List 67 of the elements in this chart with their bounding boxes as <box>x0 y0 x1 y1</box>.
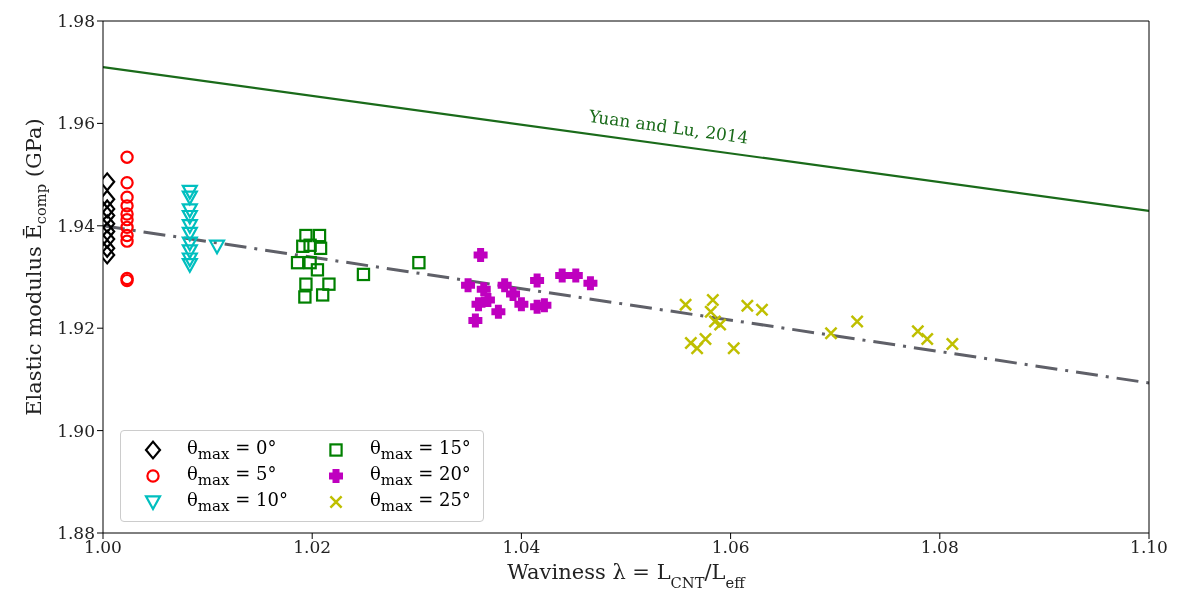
legend-label: θ$_{max}$ = 15° <box>369 437 471 463</box>
point <box>299 277 313 291</box>
point <box>303 255 317 270</box>
point <box>120 199 134 213</box>
point <box>299 228 313 243</box>
point <box>181 236 198 252</box>
point <box>698 332 713 346</box>
y-tick-label: 1.94 <box>57 215 95 236</box>
point <box>412 255 426 270</box>
x-axis-title: Waviness λ = L$_{CNT}$/L$_{eff}$ <box>507 560 747 591</box>
point <box>824 326 838 341</box>
text: Yuan and Lu, 2014 <box>586 105 750 148</box>
point <box>298 290 312 304</box>
point <box>290 255 305 270</box>
y-tick-label: 1.98 <box>57 11 95 32</box>
point <box>910 324 925 339</box>
point <box>705 293 720 307</box>
point <box>120 190 134 204</box>
point <box>945 337 960 351</box>
point <box>120 176 134 190</box>
point <box>181 190 198 206</box>
y-tick-label: 1.92 <box>57 318 95 339</box>
point <box>322 277 336 291</box>
point <box>312 228 327 243</box>
point <box>356 267 371 282</box>
point <box>120 150 134 164</box>
x-tick-label: 1.06 <box>711 537 750 558</box>
legend-label: θ$_{max}$ = 25° <box>369 489 471 515</box>
point <box>713 317 727 332</box>
legend-label: θ$_{max}$ = 20° <box>369 463 471 489</box>
legend-label: θ$_{max}$ = 10° <box>187 489 288 515</box>
point <box>120 228 134 243</box>
point <box>181 219 198 234</box>
x-tick-label: 1.02 <box>293 537 332 558</box>
point <box>690 341 704 356</box>
point <box>920 332 935 346</box>
point <box>208 239 226 255</box>
point <box>181 226 198 242</box>
point <box>708 314 722 329</box>
point <box>181 252 198 268</box>
x-tick-label: 1.04 <box>502 537 541 558</box>
point <box>313 241 328 256</box>
point <box>181 258 198 273</box>
point <box>120 234 134 248</box>
legend-label: θ$_{max}$ = 5° <box>187 463 277 489</box>
point <box>703 304 718 319</box>
point <box>181 244 198 259</box>
point <box>181 203 198 219</box>
point <box>678 297 693 312</box>
point <box>120 220 134 235</box>
point <box>726 341 741 356</box>
point <box>310 263 325 277</box>
point <box>684 336 698 350</box>
x-tick-label: 1.08 <box>920 537 959 558</box>
point <box>315 288 330 302</box>
x-tick-label: 1.10 <box>1130 537 1168 558</box>
point <box>740 298 755 313</box>
point <box>181 209 198 225</box>
point <box>181 184 198 200</box>
point <box>755 302 769 317</box>
y-tick-label: 1.90 <box>57 420 95 441</box>
point <box>120 212 134 227</box>
point <box>120 207 134 221</box>
y-tick-label: 1.96 <box>57 113 95 134</box>
point <box>296 239 310 253</box>
point <box>850 314 865 329</box>
legend-label: θ$_{max}$ = 0° <box>187 437 277 463</box>
